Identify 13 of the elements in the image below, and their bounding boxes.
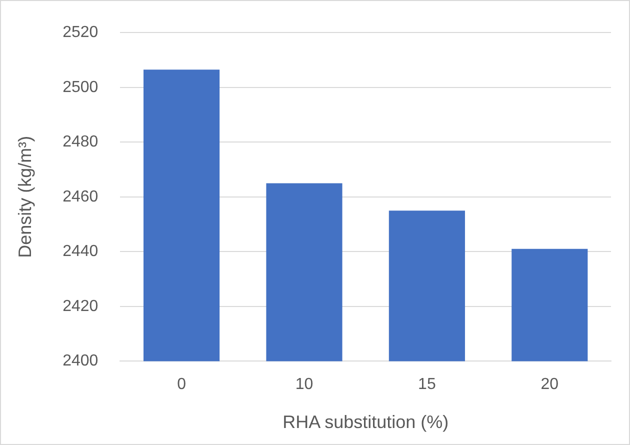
- x-tick-label: 20: [540, 376, 559, 394]
- x-tick-label: 10: [295, 376, 314, 394]
- y-tick-label: 2520: [62, 24, 98, 42]
- y-tick-label: 2460: [62, 188, 98, 206]
- y-tick-label: 2400: [62, 352, 98, 370]
- y-tick-label: 2500: [62, 78, 98, 96]
- x-tick-label: 15: [418, 376, 436, 394]
- y-tick-label: 2480: [62, 134, 98, 151]
- y-tick-label: 2420: [62, 298, 98, 315]
- y-tick-label: 2440: [62, 243, 98, 260]
- x-axis-title: RHA substitution (%): [282, 412, 449, 432]
- y-axis-title: Density (kg/m³): [14, 136, 35, 258]
- x-tick-label: 0: [177, 376, 186, 394]
